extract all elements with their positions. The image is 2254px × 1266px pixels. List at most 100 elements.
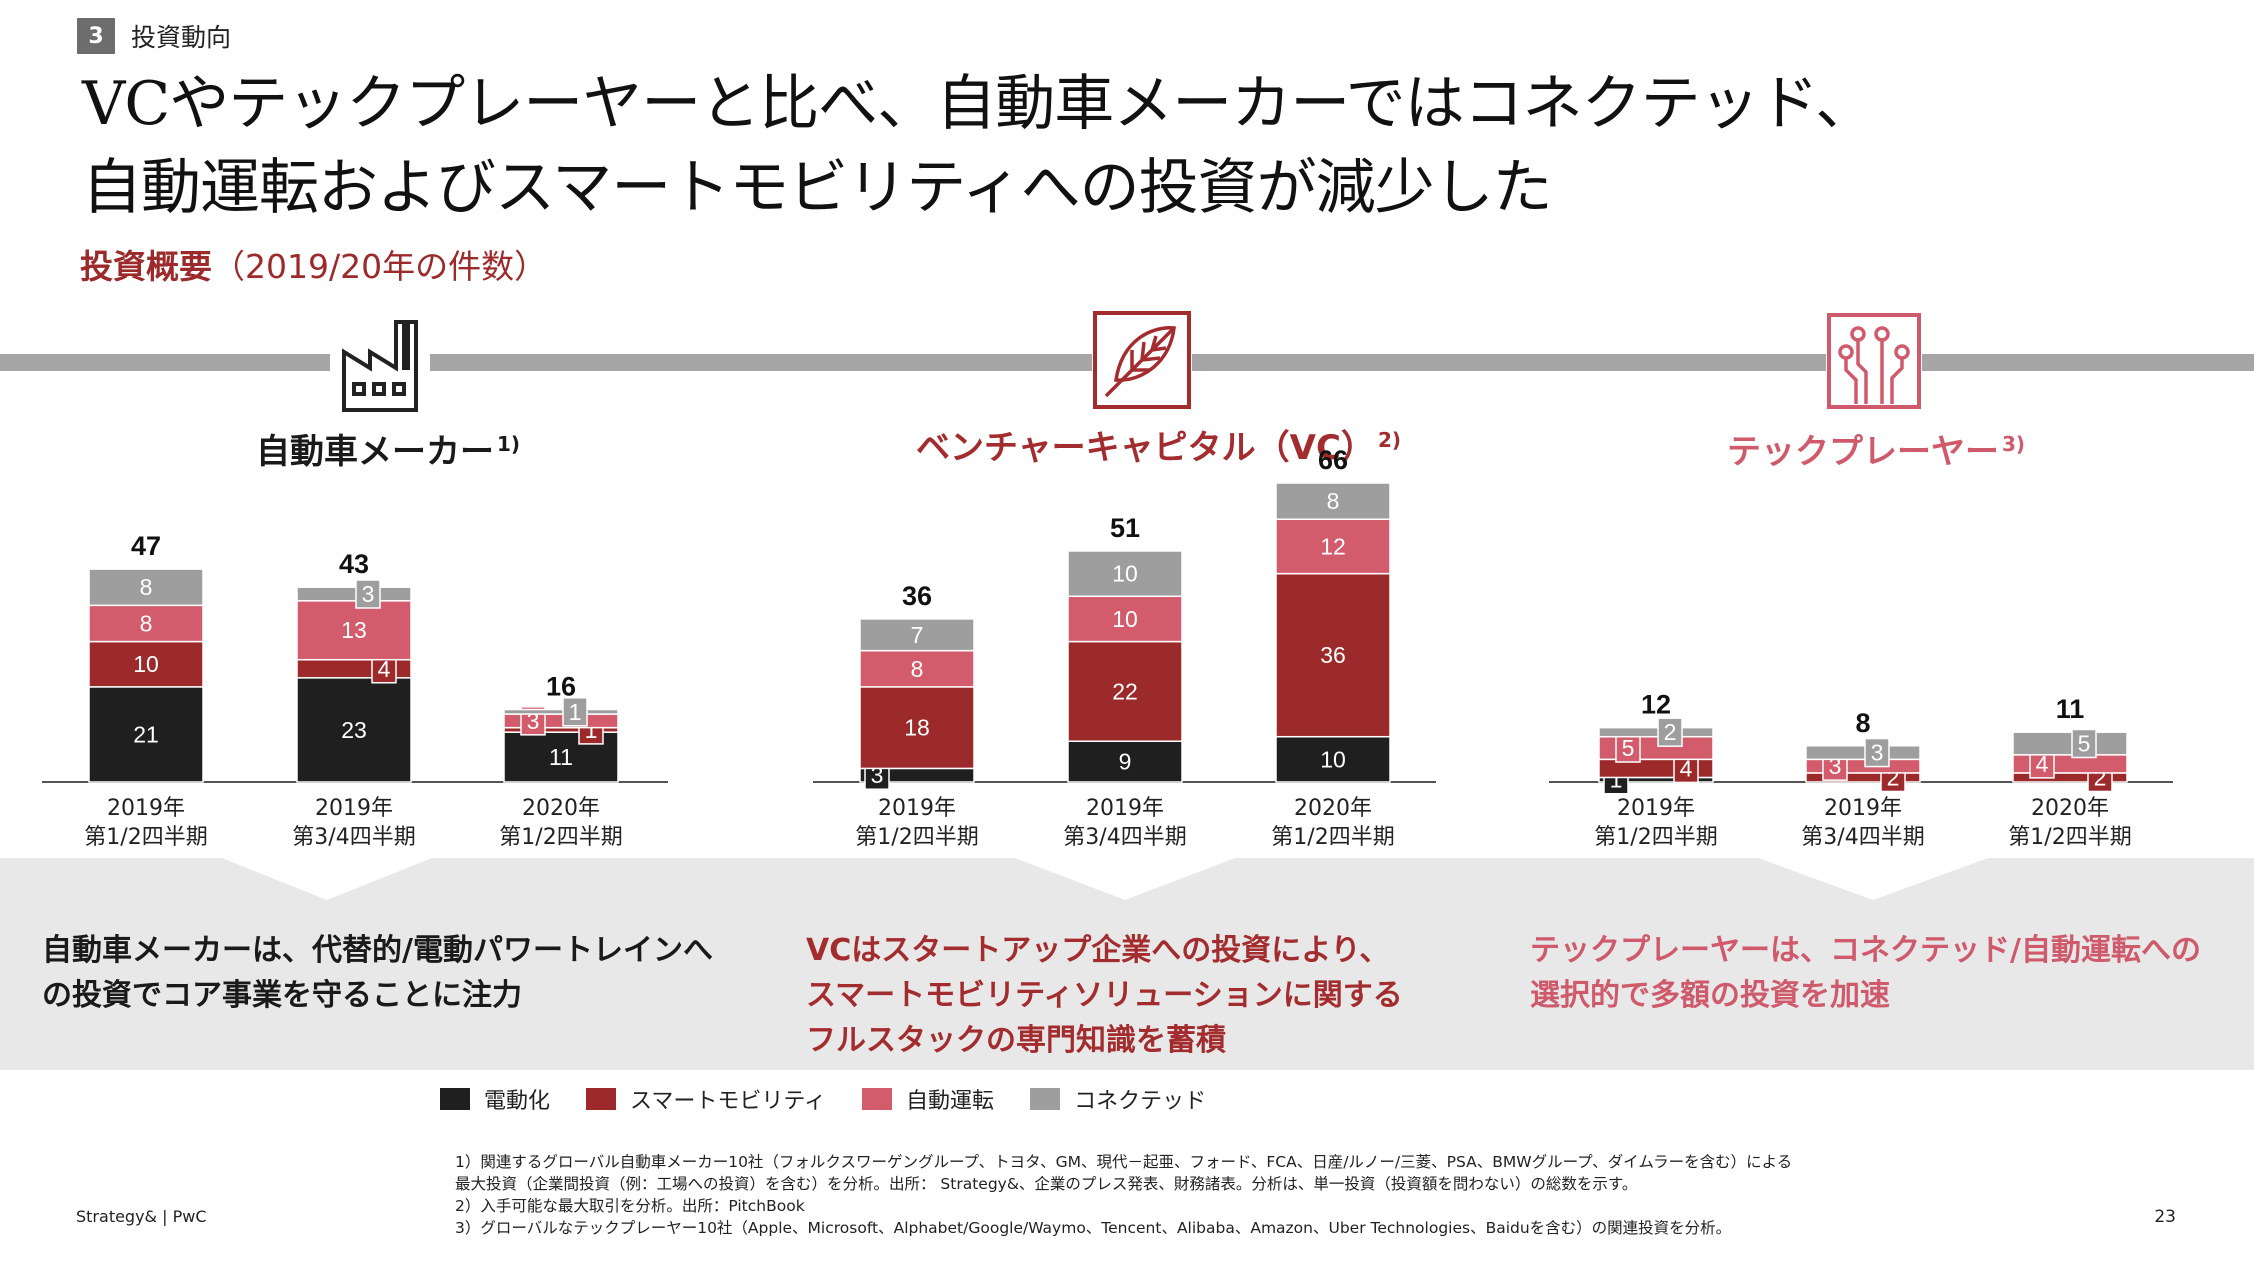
legend-item-smart-mobility: スマートモビリティ <box>586 1083 826 1115</box>
category-label-oem-0-year: 2019年 <box>107 796 185 821</box>
page-title: VCやテックプレーヤーと比べ、自動車メーカーではコネクテッド、 自動運転およびス… <box>82 62 1875 230</box>
value-label-oem-0-connected: 8 <box>140 574 153 600</box>
category-label-tech-2-year: 2020年 <box>2031 796 2109 821</box>
category-label-vc-2-year: 2020年 <box>1294 796 1372 821</box>
legend-swatch-connected <box>1030 1088 1061 1110</box>
bar-tech-0-smart-mobility <box>1598 758 1714 779</box>
band-notches <box>222 858 1988 900</box>
bar-tech-0-autonomous <box>1598 735 1714 761</box>
caption-vc: VCはスタートアップ企業への投資により、 スマートモビリティソリューションに関す… <box>806 928 1403 1063</box>
value-label-tech-2-connected: 5 <box>2078 730 2091 756</box>
bar-oem-1-smart-mobility <box>296 658 412 679</box>
caption-oem: 自動車メーカーは、代替的/電動パワートレインへ の投資でコア事業を守ることに注力 <box>42 928 713 1018</box>
subtitle-bold: 投資概要 <box>80 247 212 286</box>
value-label-oem-2-smart-mobility: 1 <box>585 717 598 743</box>
total-label-oem-2: 16 <box>546 672 576 702</box>
bar-tech-1-smart-mobility <box>1805 772 1921 783</box>
value-label-vc-1-electrification: 9 <box>1119 749 1132 775</box>
bar-vc-0-electrification <box>859 767 975 783</box>
value-label-tech-0-smart-mobility: 4 <box>1680 755 1693 781</box>
value-label-tech-0-connected: 2 <box>1664 719 1677 745</box>
label-box-oem-1-connected <box>355 579 381 609</box>
bar-vc-0-autonomous <box>859 649 975 688</box>
label-box-tech-0-smart-mobility <box>1673 753 1699 784</box>
label-box-tech-2-connected <box>2071 728 2097 759</box>
panel-title-oem: 自動車メーカー 1) <box>256 424 520 473</box>
label-box-tech-0-connected <box>1657 717 1683 747</box>
value-label-tech-1-autonomous: 3 <box>1829 753 1842 779</box>
legend-swatch-autonomous <box>862 1088 893 1110</box>
category-label-oem-2-year: 2020年 <box>522 796 600 821</box>
label-box-oem-1-smart-mobility <box>371 654 397 684</box>
bar-vc-1-connected <box>1067 550 1183 598</box>
legend-label-autonomous: 自動運転 <box>906 1089 995 1114</box>
legend-label-electrification: 電動化 <box>484 1089 551 1114</box>
bar-vc-2-smart-mobility <box>1275 572 1391 738</box>
panel-title-tech-text: テックプレーヤー <box>1727 432 1999 472</box>
panel-title-oem-text: 自動車メーカー <box>256 432 494 472</box>
category-label-oem-1-year: 2019年 <box>315 796 393 821</box>
label-box-tech-2-autonomous <box>2029 749 2055 779</box>
label-box-tech-1-connected <box>1864 737 1890 768</box>
total-label-oem-0: 47 <box>131 531 161 561</box>
label-box-tech-0-autonomous <box>1615 733 1641 763</box>
bar-oem-0-autonomous <box>88 604 204 643</box>
value-label-tech-1-smart-mobility: 2 <box>1887 764 1900 790</box>
bar-tech-1-connected <box>1805 745 1921 761</box>
total-label-tech-0: 12 <box>1641 690 1671 720</box>
value-label-vc-1-connected: 10 <box>1112 561 1138 587</box>
caption-tech-line1: テックプレーヤーは、コネクテッド/自動運転への <box>1530 933 2201 968</box>
value-label-oem-2-connected: 1 <box>569 699 582 725</box>
category-label-tech-1-year: 2019年 <box>1824 796 1902 821</box>
value-label-oem-0-smart-mobility: 10 <box>133 651 159 677</box>
bar-oem-2-smart-mobility <box>503 726 619 733</box>
section-number: 3 <box>77 18 115 54</box>
chart-legend: 電動化 スマートモビリティ 自動運転 コネクテッド <box>440 1083 1242 1115</box>
category-label-oem-0-period: 第1/2四半期 <box>84 825 207 850</box>
caption-oem-line1: 自動車メーカーは、代替的/電動パワートレインへ <box>42 933 713 968</box>
total-label-oem-1: 43 <box>339 549 369 579</box>
bar-tech-2-autonomous <box>2012 754 2128 774</box>
page-number: 23 <box>2154 1207 2176 1227</box>
label-box-tech-2-smart-mobility <box>2087 762 2113 793</box>
value-label-oem-2-electrification: 11 <box>549 744 573 770</box>
bar-tech-0-electrification <box>1598 776 1714 783</box>
bar-vc-2-electrification <box>1275 735 1391 783</box>
caption-tech: テックプレーヤーは、コネクテッド/自動運転への 選択的で多額の投資を加速 <box>1530 928 2201 1018</box>
caption-vc-line1: VCはスタートアップ企業への投資により、 <box>806 933 1390 968</box>
value-label-tech-2-autonomous: 4 <box>2036 751 2049 777</box>
value-label-vc-0-autonomous: 8 <box>911 656 924 682</box>
bar-tech-2-connected <box>2012 731 2128 756</box>
bar-vc-1-electrification <box>1067 740 1183 783</box>
notch-vc <box>1015 858 1235 900</box>
footnote-1b: 最大投資（企業間投資（例：工場への投資）を含む）を分析。出所： Strategy… <box>455 1175 1638 1193</box>
bar-oem-2-connected <box>503 708 619 715</box>
page-title-line2: 自動運転およびスマートモビリティへの投資が減少した <box>82 153 1553 223</box>
panel-note-tech: 3) <box>2002 432 2026 456</box>
value-label-oem-1-connected: 3 <box>362 581 375 607</box>
bar-oem-2-autonomous <box>503 713 619 729</box>
bar-tech-2-smart-mobility <box>2012 772 2128 783</box>
circuit-icon <box>1826 312 1922 410</box>
bar-oem-1-autonomous <box>296 600 412 661</box>
label-box-tech-1-smart-mobility <box>1880 762 1906 793</box>
label-box-tech-0-electrification <box>1603 764 1629 795</box>
panel-title-tech: テックプレーヤー 3) <box>1727 424 2025 473</box>
panel-note-vc: 2) <box>1377 428 1401 452</box>
factory-icon <box>330 312 430 416</box>
value-label-oem-0-electrification: 21 <box>133 721 159 747</box>
bar-vc-1-autonomous <box>1067 595 1183 643</box>
leaf-icon <box>1092 310 1192 410</box>
panel-note-oem: 1) <box>497 432 521 456</box>
value-label-tech-0-electrification: 1 <box>1610 767 1623 793</box>
category-label-tech-1-period: 第3/4四半期 <box>1801 825 1924 850</box>
caption-tech-line2: 選択的で多額の投資を加速 <box>1530 978 1890 1013</box>
footnote-2: 2）入手可能な最大取引を分析。出所：PitchBook <box>455 1197 805 1215</box>
bar-vc-0-connected <box>859 618 975 652</box>
category-label-vc-0-year: 2019年 <box>878 796 956 821</box>
category-label-vc-0-period: 第1/2四半期 <box>855 825 978 850</box>
label-box-oem-2-autonomous <box>520 706 546 736</box>
value-label-tech-1-connected: 3 <box>1871 740 1884 766</box>
section-label: 投資動向 <box>131 23 232 52</box>
legend-item-autonomous: 自動運転 <box>862 1083 994 1115</box>
